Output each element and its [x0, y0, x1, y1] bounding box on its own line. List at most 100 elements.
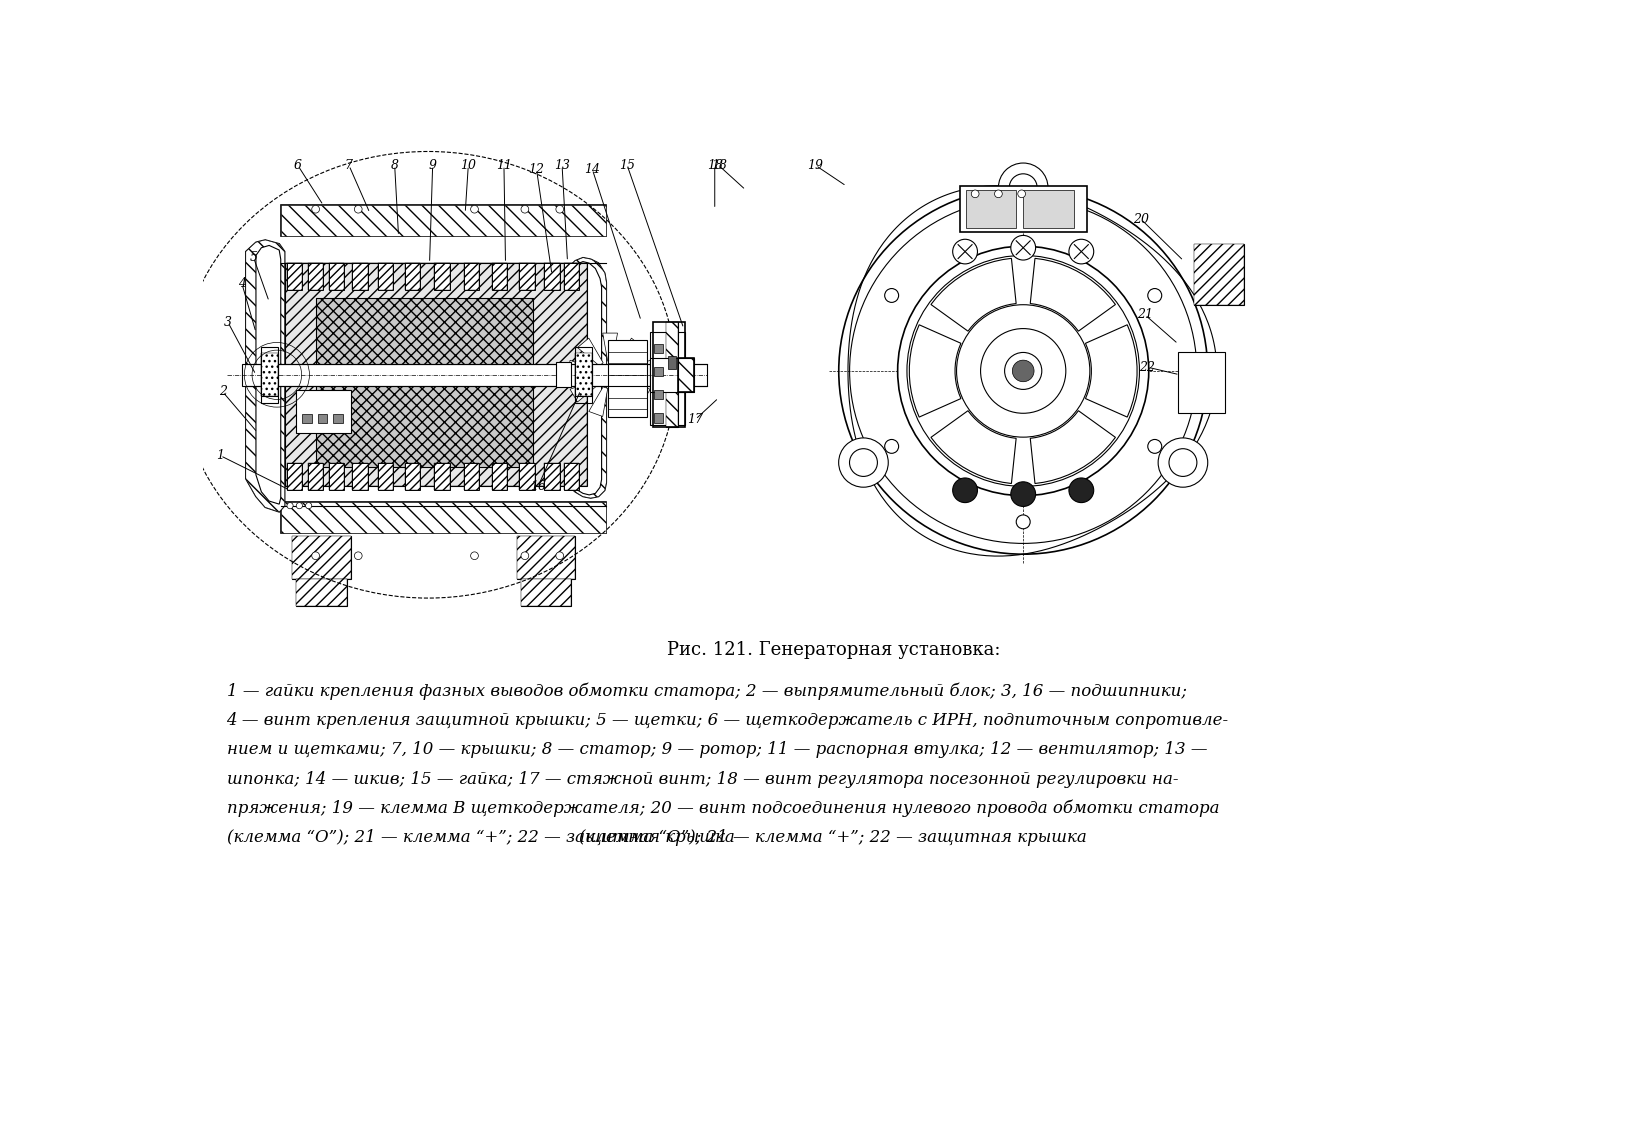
Bar	[319, 414, 327, 423]
Polygon shape	[559, 257, 606, 498]
Text: нием и щетками; 7, 10 — крышки; 8 — статор; 9 — ротор; 11 — распорная втулка; 12: нием и щетками; 7, 10 — крышки; 8 — стат…	[226, 742, 1206, 759]
Bar	[519, 263, 535, 290]
Bar	[262, 353, 278, 397]
Bar	[576, 353, 592, 397]
Bar	[545, 263, 559, 290]
Text: (клемма “О”); 21 — клемма “+”; 22 — защитная крышка: (клемма “О”); 21 — клемма “+”; 22 — защи…	[226, 829, 735, 846]
Text: 12: 12	[528, 162, 545, 176]
Circle shape	[1005, 353, 1042, 389]
Bar	[328, 464, 345, 490]
Bar	[328, 263, 345, 290]
Bar	[654, 413, 663, 423]
Circle shape	[1011, 482, 1036, 507]
Polygon shape	[603, 333, 618, 361]
Bar	[296, 578, 346, 606]
Polygon shape	[559, 257, 606, 498]
Text: Рис. 121. Генераторная установка:: Рис. 121. Генераторная установка:	[667, 642, 1000, 660]
Bar	[576, 353, 592, 397]
Text: 16: 16	[530, 480, 546, 493]
Polygon shape	[1031, 259, 1115, 331]
Bar	[491, 263, 507, 290]
Text: 1: 1	[216, 449, 224, 463]
Circle shape	[354, 552, 363, 559]
Bar	[520, 578, 571, 606]
Polygon shape	[1086, 324, 1137, 417]
Bar	[328, 464, 345, 490]
Bar	[377, 263, 393, 290]
Bar	[293, 536, 351, 578]
Bar	[1179, 352, 1224, 413]
Circle shape	[520, 205, 528, 213]
Text: 18: 18	[711, 159, 727, 172]
Bar	[307, 464, 324, 490]
Bar	[315, 298, 533, 467]
Bar	[285, 263, 587, 486]
Bar	[307, 263, 324, 290]
Bar	[405, 464, 420, 490]
Text: 15: 15	[620, 159, 636, 172]
Polygon shape	[571, 380, 600, 401]
Polygon shape	[1031, 411, 1115, 483]
Bar	[286, 263, 302, 290]
Circle shape	[907, 255, 1140, 486]
Polygon shape	[577, 338, 603, 366]
Bar	[564, 263, 579, 290]
Text: (клемма “О”); 21 — клемма “+”; 22 — защитная крышка: (клемма “О”); 21 — клемма “+”; 22 — защи…	[579, 829, 1088, 846]
Bar	[668, 356, 676, 369]
Polygon shape	[932, 259, 1016, 331]
Bar	[353, 464, 367, 490]
Polygon shape	[246, 240, 285, 511]
Bar	[281, 205, 606, 236]
Bar	[353, 464, 367, 490]
Bar	[262, 347, 278, 403]
Text: шпонка; 14 — шкив; 15 — гайка; 17 — стяжной винт; 18 — винт регулятора посезонно: шпонка; 14 — шкив; 15 — гайка; 17 — стяж…	[226, 771, 1177, 787]
Polygon shape	[613, 387, 631, 416]
Polygon shape	[909, 324, 961, 417]
Bar	[286, 464, 302, 490]
Text: пряжения; 19 — клемма В щеткодержателя; 20 — винт подсоединения нулевого провода: пряжения; 19 — клемма В щеткодержателя; …	[226, 799, 1220, 818]
Circle shape	[1148, 288, 1161, 303]
Polygon shape	[623, 361, 652, 374]
Bar	[556, 363, 571, 387]
Polygon shape	[567, 361, 597, 374]
Bar	[315, 298, 533, 467]
Bar	[519, 263, 535, 290]
Bar	[519, 464, 535, 490]
Bar	[564, 464, 579, 490]
Circle shape	[1158, 438, 1208, 488]
Bar	[463, 464, 480, 490]
Bar	[353, 263, 367, 290]
Polygon shape	[561, 262, 602, 494]
Bar	[377, 263, 393, 290]
Bar	[281, 502, 606, 533]
Circle shape	[885, 288, 899, 303]
Circle shape	[556, 205, 564, 213]
Circle shape	[1013, 361, 1034, 382]
Bar	[652, 322, 685, 428]
Circle shape	[839, 438, 888, 488]
Bar	[564, 263, 579, 290]
Bar	[296, 390, 351, 432]
Text: 17: 17	[688, 413, 704, 426]
Bar	[302, 414, 312, 423]
Bar	[262, 353, 278, 397]
Text: 7: 7	[345, 159, 353, 172]
Bar	[286, 464, 302, 490]
Circle shape	[885, 440, 899, 454]
Circle shape	[286, 502, 293, 509]
Circle shape	[850, 198, 1197, 543]
Polygon shape	[621, 380, 650, 401]
Circle shape	[1169, 449, 1197, 476]
Bar	[405, 464, 420, 490]
Circle shape	[312, 552, 319, 559]
Circle shape	[354, 205, 363, 213]
Bar	[959, 186, 1086, 232]
Text: 11: 11	[496, 159, 512, 172]
Circle shape	[1148, 440, 1161, 454]
Bar	[545, 263, 559, 290]
Bar	[678, 358, 694, 391]
Bar	[491, 464, 507, 490]
Bar	[1023, 191, 1073, 228]
Circle shape	[971, 191, 979, 197]
Bar	[517, 536, 576, 578]
